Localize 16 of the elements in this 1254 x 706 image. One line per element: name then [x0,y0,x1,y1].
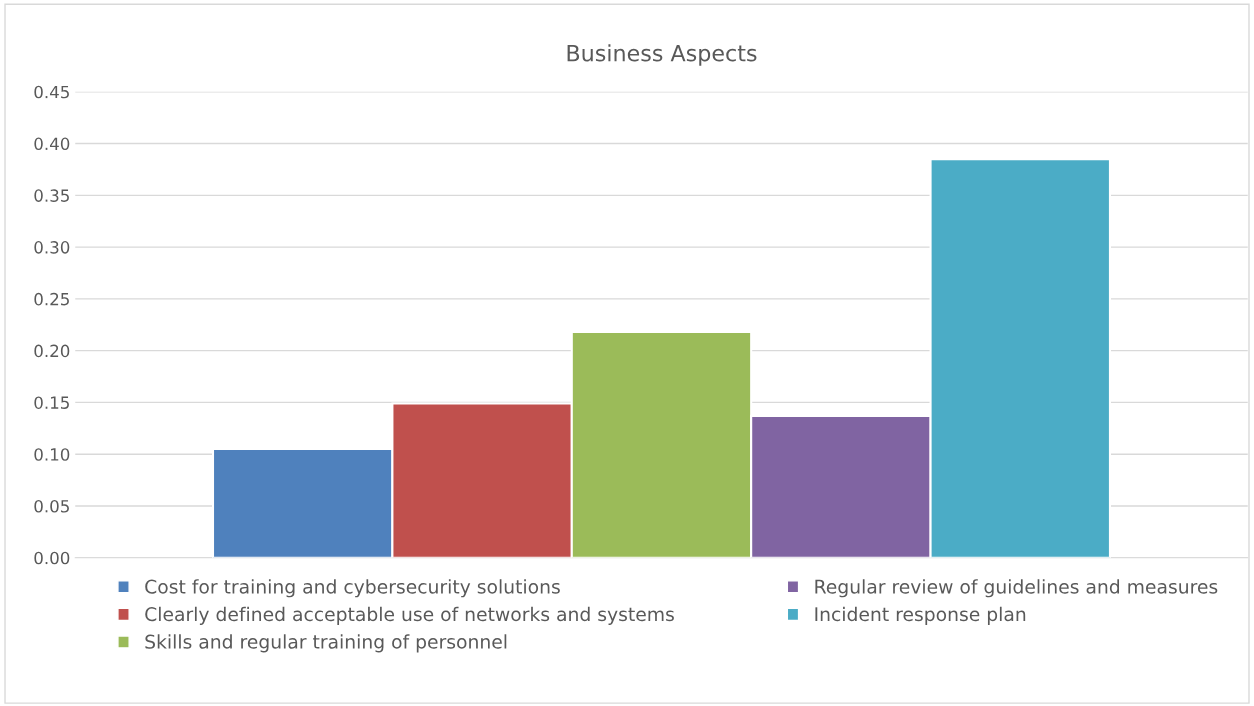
y-tick-label: 0.40 [34,137,70,151]
y-tick-label: 0.20 [34,344,70,358]
legend-label: Clearly defined acceptable use of networks and systems [145,606,674,625]
chart-title: Business Aspects [567,44,757,66]
y-tick-label: 0.30 [34,241,70,254]
y-tick-label: 0.35 [34,189,69,202]
y-tick-label: 0.25 [34,292,69,306]
y-tick-label: 0.00 [34,551,70,565]
y-tick-label: 0.05 [34,499,69,513]
legend-label: Incident response plan [815,606,1026,625]
legend-label: Cost for training and cybersecurity solutions [145,579,560,598]
y-tick-label: 0.15 [34,396,69,409]
y-tick-label: 0.10 [34,448,70,461]
legend-label: Regular review of guidelines and measures [815,579,1218,598]
y-tick-label: 0.45 [34,85,69,99]
legend-label: Skills and regular training of personnel [145,634,507,653]
